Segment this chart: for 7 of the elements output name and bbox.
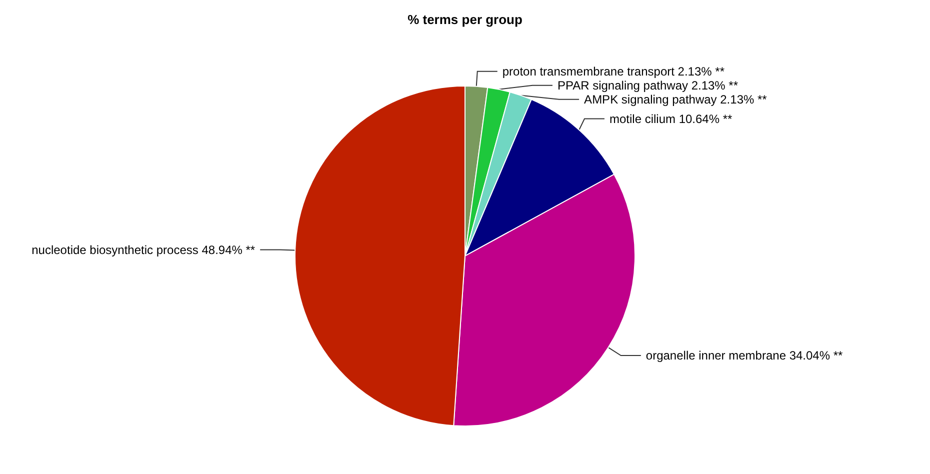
slice-label: motile cilium 10.64% ** xyxy=(609,112,733,126)
slice-label: nucleotide biosynthetic process 48.94% ** xyxy=(32,242,256,257)
chart-title: % terms per group xyxy=(408,12,522,27)
slice-label: organelle inner membrane 34.04% ** xyxy=(646,348,844,363)
slice-label: PPAR signaling pathway 2.13% ** xyxy=(557,78,738,92)
slice-label: AMPK signaling pathway 2.13% ** xyxy=(584,92,768,106)
slice-label: proton transmembrane transport 2.13% ** xyxy=(502,64,725,78)
